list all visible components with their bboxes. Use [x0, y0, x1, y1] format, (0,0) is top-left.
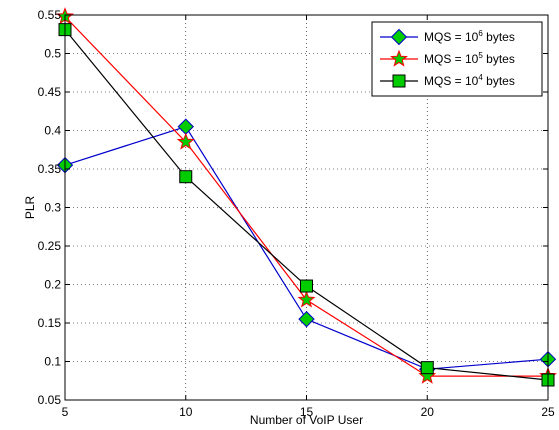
x-tick-label: 25	[541, 405, 555, 419]
legend-entry: MQS = 106 bytes	[380, 28, 515, 46]
y-tick-label: 0.5	[44, 47, 61, 61]
x-tick-label: 20	[421, 405, 435, 419]
y-tick-label: 0.15	[38, 316, 62, 330]
legend-star-marker	[390, 49, 408, 67]
data-point-diamond-marker	[298, 310, 315, 328]
y-tick-label: 0.1	[44, 355, 61, 369]
axis-ticks: 5 10 15 20 25 0.05 0.1 0.15 0.2 0.25 0.3 0.35 0.4 0.4…	[38, 8, 555, 419]
data-point-square-marker	[179, 170, 193, 184]
legend-entry: MQS = 104 bytes	[380, 73, 515, 88]
legend-label: MQS = 106 bytes	[424, 29, 515, 44]
legend: MQS = 106 bytes MQS = 105 bytes MQS = 104 …	[371, 21, 543, 97]
legend-entry: MQS = 105 bytes	[380, 49, 515, 67]
y-tick-label: 0.4	[44, 124, 61, 138]
legend-label: MQS = 104 bytes	[424, 73, 515, 88]
y-tick-label: 0.2	[44, 278, 61, 292]
data-point-square-marker	[420, 361, 434, 375]
y-tick-label: 0.35	[38, 162, 62, 176]
y-tick-label: 0.05	[38, 393, 62, 407]
x-tick-label: 5	[62, 405, 69, 419]
legend-square-marker	[392, 74, 406, 88]
x-tick-label: 10	[179, 405, 193, 419]
y-axis-label: PLR	[23, 195, 37, 219]
y-tick-label: 0.3	[44, 201, 61, 215]
legend-diamond-marker	[390, 28, 408, 46]
x-tick-label: 15	[300, 405, 314, 419]
data-point-square-marker	[300, 279, 313, 293]
y-tick-label: 0.45	[38, 85, 62, 99]
y-tick-label: 0.25	[38, 239, 62, 253]
x-axis-label: Number of VoIP User	[250, 413, 363, 427]
y-tick-label: 0.55	[38, 8, 62, 22]
data-point-star-marker	[176, 132, 195, 150]
legend-label: MQS = 105 bytes	[424, 51, 515, 66]
data-point-star-marker	[297, 290, 316, 308]
